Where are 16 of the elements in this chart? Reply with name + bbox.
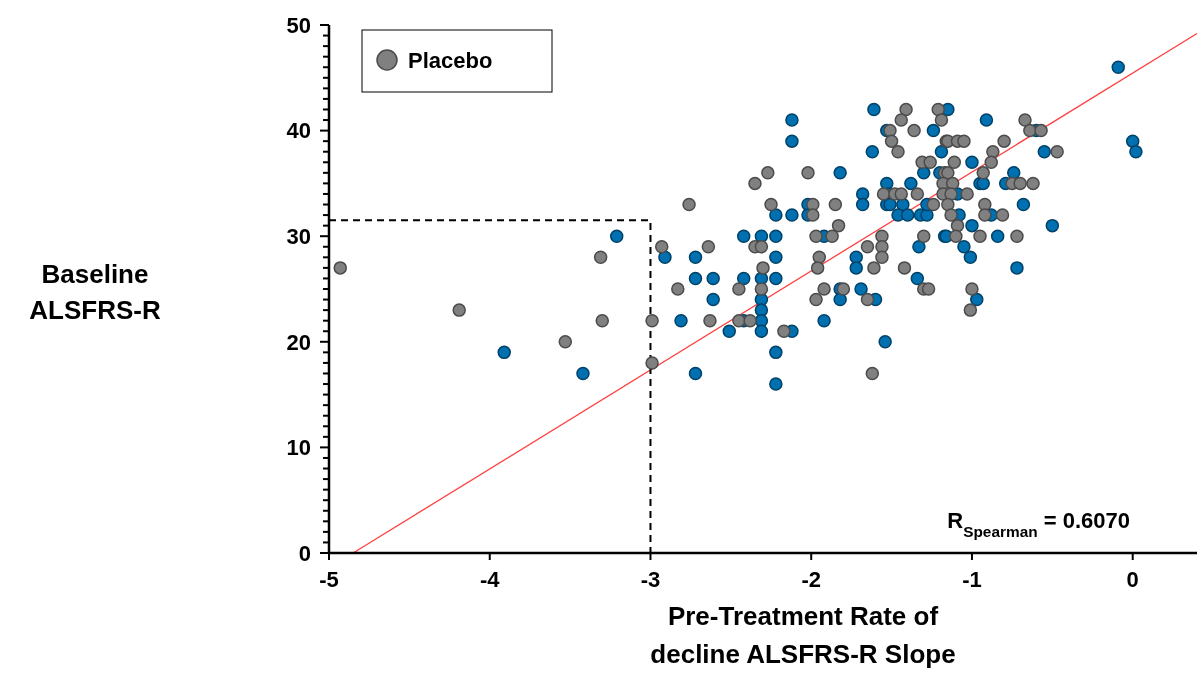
x-tick-label: -2: [801, 567, 821, 592]
x-axis-title: Pre-Treatment Rate of decline ALSFRS-R Slope: [650, 601, 956, 669]
y-tick-label: 40: [286, 118, 311, 144]
legend-label: Placebo: [408, 47, 493, 73]
x-tick-label: -5: [319, 567, 339, 592]
x-tick-label: -3: [640, 567, 661, 592]
y-tick-label: 20: [286, 329, 311, 355]
x-tick-label: -1: [962, 567, 982, 592]
annotation: R$_{Spearman}$ = 0.6070: [947, 508, 1130, 540]
x-tick-label: 0: [1126, 567, 1139, 592]
y-tick-label: 30: [286, 223, 311, 249]
y-tick-label: 50: [286, 12, 311, 38]
y-tick-label: 10: [286, 435, 311, 461]
y-axis-title: Baseline ALSFRS-R: [29, 259, 161, 325]
y-tick-label: 0: [298, 540, 311, 566]
x-tick-label: -4: [479, 567, 501, 592]
